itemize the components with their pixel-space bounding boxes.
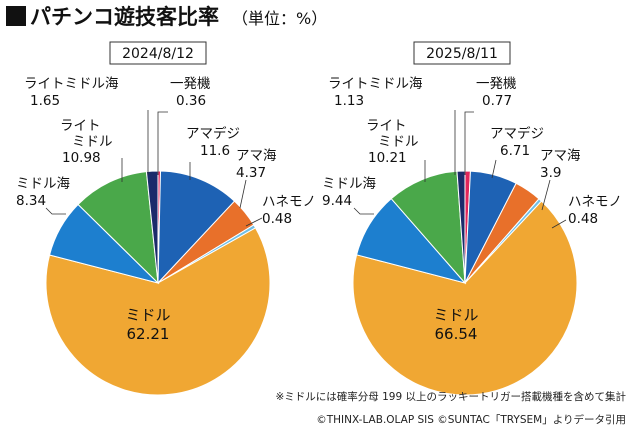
label-right-light-name1: ライト (366, 118, 407, 134)
label-right-light-value: 10.21 (368, 150, 407, 166)
label-left-amaumi-value: 4.37 (236, 165, 266, 181)
label-right-light-name2: ミドル (378, 134, 419, 150)
label-right-ikkatsu-value: 0.77 (482, 93, 512, 109)
label-left-middleumi-value: 8.34 (16, 193, 46, 209)
label-right-lightumi-name: ライトミドル海 (328, 76, 423, 92)
label-left-lightumi-name: ライトミドル海 (24, 76, 119, 92)
label-left-light-name1: ライト (60, 118, 101, 134)
unit-label: （単位：%） (232, 9, 327, 28)
footnote-2: ©THINX-LAB.OLAP SIS ©SUNTAC「TRYSEM」よりデータ… (316, 413, 626, 426)
label-left-middle-name: ミドル (125, 306, 170, 324)
label-right-amadeji-name: アマデジ (490, 125, 544, 142)
label-left-ikkatsu-name: 一発機 (170, 76, 211, 92)
leader-right-middleumi (353, 207, 374, 215)
pie-left-slice-アマデジ (157, 170, 236, 285)
chart-title: パチンコ遊技客比率 (30, 5, 219, 29)
label-right-ikkatsu-name: 一発機 (476, 76, 517, 92)
date-box-right (413, 41, 511, 65)
label-right-hanemono-value: 0.48 (568, 211, 598, 227)
label-right-middle-name: ミドル (433, 306, 478, 324)
pie-right (352, 170, 578, 396)
label-left-amaumi-name: アマ海 (236, 148, 277, 164)
leader-right-hanemono (551, 219, 567, 229)
label-left-amadeji-name: アマデジ (186, 125, 240, 142)
label-right-hanemono-name: ハネモノ (568, 194, 622, 210)
pie-right-slice-ミドル (352, 200, 578, 396)
label-right-lightumi-value: 1.13 (334, 93, 364, 109)
pie-left-slice-ミドル (45, 227, 271, 396)
leader-left-ikkatsu (157, 111, 168, 175)
label-left-amadeji-value: 11.6 (200, 143, 230, 159)
label-left-lightumi-value: 1.65 (30, 93, 60, 109)
label-left-ikkatsu-value: 0.36 (176, 93, 206, 109)
label-right-amaumi-value: 3.9 (540, 165, 561, 181)
pie-left-slice-ライトミドル (77, 171, 159, 285)
title-square-marker (6, 6, 26, 26)
label-left-light-name2: ミドル (72, 134, 113, 150)
label-left-hanemono-value: 0.48 (262, 211, 292, 227)
leader-left-middleumi (45, 207, 66, 215)
date-box-left (109, 41, 207, 65)
pie-left (45, 170, 271, 396)
leader-lines (45, 110, 567, 229)
footnote-1: ※ミドルには確率分母 199 以上のラッキートリガー搭載機種を含めて集計 (275, 390, 626, 403)
date-right: 2025/8/11 (426, 46, 498, 62)
label-right-middleumi-name: ミドル海 (322, 176, 376, 192)
leader-left-amaumi (239, 179, 247, 209)
leader-right-amadeji (491, 159, 497, 179)
label-right-middleumi-value: 9.44 (322, 193, 352, 209)
date-left: 2024/8/12 (122, 46, 194, 62)
pie-right-slice-ライトミドル (390, 170, 466, 285)
label-left-hanemono-name: ハネモノ (262, 194, 316, 210)
label-left-middleumi-name: ミドル海 (16, 176, 70, 192)
leader-right-ikkatsu (464, 111, 474, 175)
label-left-light-value: 10.98 (62, 150, 101, 166)
label-left-middle-value: 62.21 (127, 325, 170, 343)
leader-left-hanemono (245, 217, 263, 227)
label-right-middle-value: 66.54 (435, 325, 478, 343)
label-right-amaumi-name: アマ海 (540, 148, 581, 164)
leader-right-amaumi (541, 179, 551, 211)
label-right-amadeji-value: 6.71 (500, 143, 530, 159)
